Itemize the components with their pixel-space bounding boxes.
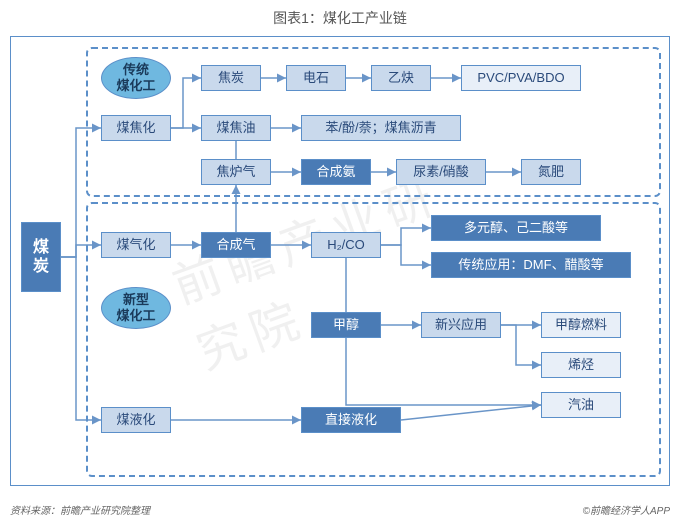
node-benfen: 苯/酚/萘；煤焦沥青	[301, 115, 461, 141]
node-trad-ell: 传统 煤化工	[101, 57, 171, 99]
node-meijiaohua: 煤焦化	[101, 115, 171, 141]
node-jiachun: 甲醇	[311, 312, 381, 338]
node-jiaotan: 焦炭	[201, 65, 261, 91]
diagram-container: 前瞻产业研究院 煤 炭传统 煤化工焦炭电石乙炔PVC/PVA/BDO煤焦化煤焦油…	[10, 36, 670, 486]
node-new-ell: 新型 煤化工	[101, 287, 171, 329]
node-pvc: PVC/PVA/BDO	[461, 65, 581, 91]
node-xiting: 烯烃	[541, 352, 621, 378]
node-yigui: 乙炔	[371, 65, 431, 91]
node-danfei: 氮肥	[521, 159, 581, 185]
node-meiqihua: 煤气化	[101, 232, 171, 258]
copyright-note: ©前瞻经济学人APP	[583, 502, 670, 517]
node-jiaoluqi: 焦炉气	[201, 159, 271, 185]
node-meijiaoyou: 煤焦油	[201, 115, 271, 141]
source-note: 资料来源：前瞻产业研究院整理	[10, 502, 150, 517]
node-hechengan: 合成氨	[301, 159, 371, 185]
node-h2co: H₂/CO	[311, 232, 381, 258]
node-xinxingapp: 新兴应用	[421, 312, 501, 338]
node-coal: 煤 炭	[21, 222, 61, 292]
node-chuantongapp: 传统应用：DMF、醋酸等	[431, 252, 631, 278]
node-duoyuanchun: 多元醇、己二酸等	[431, 215, 601, 241]
chart-title: 图表1：煤化工产业链	[0, 0, 680, 36]
node-niaosu: 尿素/硝酸	[396, 159, 486, 185]
node-zhijieyihua: 直接液化	[301, 407, 401, 433]
node-jiachunfuel: 甲醇燃料	[541, 312, 621, 338]
node-meiyihua: 煤液化	[101, 407, 171, 433]
node-qiyou: 汽油	[541, 392, 621, 418]
node-dianshi: 电石	[286, 65, 346, 91]
node-hechengqi: 合成气	[201, 232, 271, 258]
